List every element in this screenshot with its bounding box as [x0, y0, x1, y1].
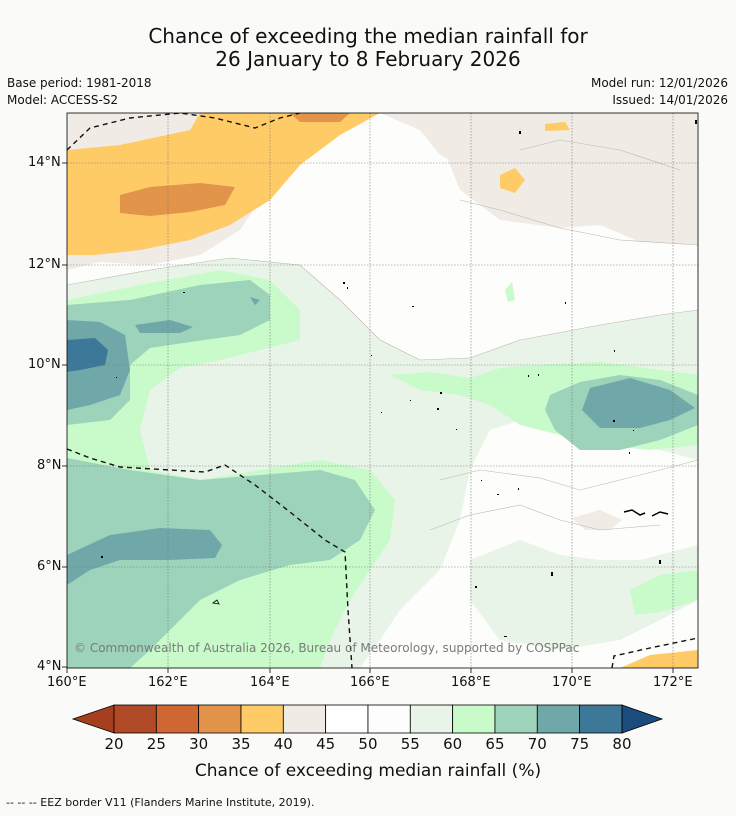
issued-date: Issued: 14/01/2026 — [612, 93, 728, 107]
contour-lines — [67, 139, 698, 531]
copyright-notice: © Commonwealth of Australia 2026, Bureau… — [74, 641, 580, 655]
zone-35-40-small — [500, 168, 525, 193]
lat-label-8: 8°N — [37, 458, 62, 473]
lon-label-172: 172°E — [653, 675, 693, 690]
colorbar-title: Chance of exceeding median rainfall (%) — [194, 761, 542, 781]
colorbar-label: 30 — [189, 735, 209, 753]
colorbar-low-arrow — [71, 704, 115, 734]
lon-label-164: 164°E — [250, 675, 290, 690]
colorbar-label: 40 — [273, 735, 293, 753]
model-name: Model: ACCESS-S2 — [7, 93, 119, 107]
zone-70-75-west3 — [250, 297, 260, 305]
zone-70-75-west2 — [135, 320, 193, 333]
eez-legend-note: -- -- -- EEZ border V11 (Flanders Marine… — [6, 796, 315, 809]
lat-label-6: 6°N — [37, 559, 62, 574]
colorbar-cell — [494, 704, 538, 734]
zone-40-45-east — [445, 118, 698, 245]
zone-30-35-north2 — [290, 113, 350, 122]
colorbar-label: 75 — [570, 735, 590, 753]
zone-40-45-patch — [572, 510, 622, 530]
colorbar-cell — [536, 704, 581, 734]
islands — [101, 120, 697, 637]
graticule — [67, 113, 698, 668]
colorbar-cell — [367, 704, 411, 734]
zone-75-80-west — [67, 338, 108, 372]
map-frame — [66, 112, 699, 669]
model-run: Model run: 12/01/2026 — [590, 76, 728, 90]
colorbar-cell — [452, 704, 496, 734]
colorbar-label: 65 — [485, 735, 505, 753]
lon-label-162: 162°E — [148, 675, 188, 690]
map-title-line2: 26 January to 8 February 2026 — [215, 47, 521, 71]
zone-35-40-small2 — [545, 122, 570, 131]
colorbar-cell — [579, 704, 623, 734]
zone-35-40-north — [67, 113, 380, 255]
map-contours — [67, 113, 698, 668]
lat-label-14: 14°N — [28, 155, 61, 170]
colorbar — [71, 704, 664, 734]
colorbar-cells — [113, 704, 623, 734]
colorbar-label: 80 — [612, 735, 632, 753]
colorbar-label: 55 — [400, 735, 420, 753]
zone-60-65-small — [505, 282, 515, 302]
axis-ticks — [62, 162, 674, 673]
colorbar-cell — [409, 704, 454, 734]
zone-55-60-sw — [470, 540, 698, 650]
zone-60-65-east — [630, 570, 698, 615]
colorbar-label: 60 — [443, 735, 463, 753]
colorbar-cell — [282, 704, 327, 734]
lat-label-12: 12°N — [28, 257, 61, 272]
lon-label-166: 166°E — [350, 675, 390, 690]
zone-70-75-east — [582, 378, 695, 428]
base-period: Base period: 1981-2018 — [7, 76, 152, 90]
colorbar-cell — [113, 704, 157, 734]
lat-label-4: 4°N — [37, 659, 62, 674]
colorbar-cell — [325, 704, 369, 734]
zone-30-35-north — [120, 183, 235, 216]
colorbar-cell — [198, 704, 242, 734]
eez-border-lines — [67, 113, 698, 668]
zone-70-75-south — [67, 528, 222, 585]
colorbar-cell — [240, 704, 284, 734]
colorbar-label: 25 — [146, 735, 166, 753]
map-title-line1: Chance of exceeding the median rainfall … — [148, 24, 588, 48]
colorbar-label: 70 — [527, 735, 547, 753]
colorbar-label: 45 — [316, 735, 336, 753]
zone-35-40-se — [620, 650, 698, 668]
colorbar-high-arrow — [621, 704, 664, 734]
lon-label-160: 160°E — [47, 675, 87, 690]
colorbar-label: 50 — [358, 735, 378, 753]
lat-label-10: 10°N — [28, 357, 61, 372]
colorbar-label: 35 — [231, 735, 251, 753]
lon-label-168: 168°E — [451, 675, 491, 690]
lon-label-170: 170°E — [552, 675, 592, 690]
colorbar-label: 20 — [104, 735, 124, 753]
colorbar-cell — [155, 704, 200, 734]
zone-65-70-south — [67, 458, 375, 668]
